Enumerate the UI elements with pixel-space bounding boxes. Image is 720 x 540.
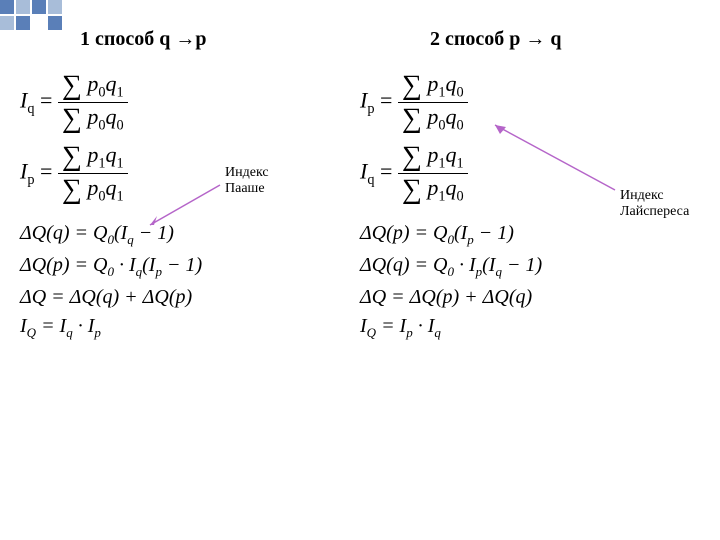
right-dq-q: ΔQ(q) = Q0 · Ip(Iq − 1) [360,254,700,280]
left-column: Iq = ∑ p0q1 ∑ p0q0 Ip = ∑ p1q1 ∑ p0q1 Ин… [20,70,360,347]
r-ip-den: ∑ p0q0 [398,103,468,135]
r-ip-num: ∑ p1q0 [398,70,468,103]
eq-sign: = [380,159,398,184]
r-iq-den: ∑ p1q0 [398,174,468,206]
iq-num: ∑ p0q1 [58,70,128,103]
paasche-annotation: Индекс Пааше [225,165,269,197]
r-iq-num: ∑ p1q1 [398,141,468,174]
heading-left: 1 способ q →p [80,28,207,51]
r-iq-frac: ∑ p1q1 ∑ p1q0 [398,141,468,206]
r-ip-lhs-sub: p [367,101,374,117]
right-dq-sum: ΔQ = ΔQ(p) + ΔQ(q) [360,286,700,309]
right-column: Ip = ∑ p1q0 ∑ p0q0 Iq = ∑ p1q1 ∑ p1q0 Ин… [360,70,700,347]
heading-left-text: 1 способ q →p [80,28,207,50]
ip-num: ∑ p1q1 [58,141,128,174]
left-formula-iq: Iq = ∑ p0q1 ∑ p0q0 [20,70,360,135]
ip-lhs-sub: p [27,172,34,188]
iq-den: ∑ p0q0 [58,103,128,135]
iq-lhs-sub: q [27,101,34,117]
r-ip-frac: ∑ p1q0 ∑ p0q0 [398,70,468,135]
r-iq-lhs-sub: q [367,172,374,188]
eq-sign: = [380,88,398,113]
paasche-arrow-icon [145,180,225,230]
laspeyres-arrow-icon [490,120,620,200]
laspeyres-annotation: Индекс Лайспереса [620,188,689,220]
ip-frac: ∑ p1q1 ∑ p0q1 [58,141,128,206]
content-area: Iq = ∑ p0q1 ∑ p0q0 Ip = ∑ p1q1 ∑ p0q1 Ин… [20,70,700,347]
ip-den: ∑ p0q1 [58,174,128,206]
heading-right-text: 2 способ p → q [430,28,562,50]
left-iq-product: IQ = Iq · Ip [20,315,360,341]
right-iq-product: IQ = Ip · Iq [360,315,700,341]
heading-right: 2 способ p → q [430,28,562,51]
eq-sign: = [40,159,58,184]
left-dq-sum: ΔQ = ΔQ(q) + ΔQ(p) [20,286,360,309]
eq-sign: = [40,88,58,113]
left-dq-p: ΔQ(p) = Q0 · Iq(Ip − 1) [20,254,360,280]
iq-frac: ∑ p0q1 ∑ p0q0 [58,70,128,135]
right-dq-p: ΔQ(p) = Q0(Ip − 1) [360,222,700,248]
